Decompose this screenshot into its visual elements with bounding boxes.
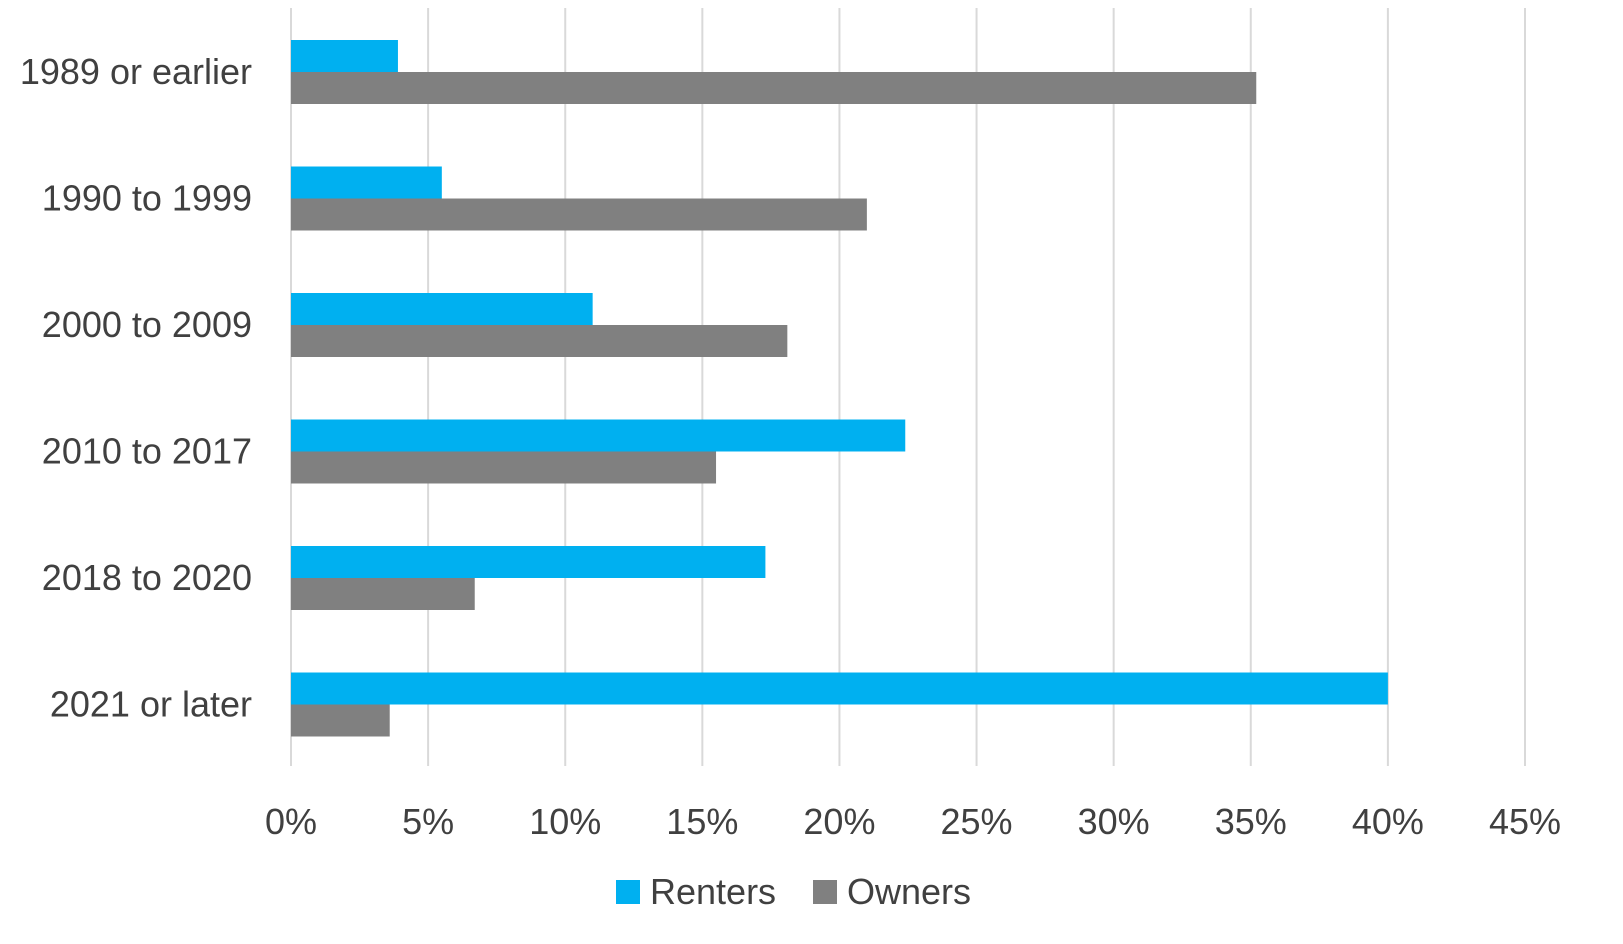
category-axis-labels: 1989 or earlier 1990 to 1999 2000 to 2009 2… bbox=[20, 51, 252, 725]
x-tick-label: 45% bbox=[1489, 801, 1561, 842]
x-tick-label: 20% bbox=[803, 801, 875, 842]
x-tick-label: 40% bbox=[1352, 801, 1424, 842]
gridlines bbox=[290, 8, 1526, 766]
legend: Renters Owners bbox=[616, 871, 971, 912]
x-tick-label: 5% bbox=[402, 801, 454, 842]
x-tick-label: 30% bbox=[1078, 801, 1150, 842]
owners-bar bbox=[291, 198, 867, 231]
category-label: 2010 to 2017 bbox=[42, 431, 252, 472]
renters-legend-swatch bbox=[616, 880, 640, 904]
legend-label: Renters bbox=[650, 871, 776, 912]
category-label: 1989 or earlier bbox=[20, 51, 252, 92]
owners-bar bbox=[291, 325, 788, 357]
value-axis-labels: 0% 5% 10% 15% 20% 25% 30% 35% 40% 45% bbox=[265, 801, 1561, 842]
renters-bar bbox=[291, 672, 1388, 705]
owners-bar bbox=[291, 578, 475, 610]
bars bbox=[291, 40, 1388, 737]
x-tick-label: 0% bbox=[265, 801, 317, 842]
category-label: 2000 to 2009 bbox=[42, 304, 252, 345]
category-label: 2018 to 2020 bbox=[42, 557, 252, 598]
category-label: 1990 to 1999 bbox=[42, 178, 252, 219]
x-tick-label: 15% bbox=[666, 801, 738, 842]
x-tick-label: 35% bbox=[1215, 801, 1287, 842]
x-tick-label: 10% bbox=[529, 801, 601, 842]
renters-bar bbox=[291, 166, 442, 199]
renters-bar bbox=[291, 419, 906, 452]
renters-bar bbox=[291, 293, 593, 325]
legend-label: Owners bbox=[847, 871, 971, 912]
category-label: 2021 or later bbox=[50, 684, 252, 725]
x-tick-label: 25% bbox=[941, 801, 1013, 842]
renters-bar bbox=[291, 546, 766, 578]
renters-bar bbox=[291, 40, 398, 72]
owners-bar bbox=[291, 451, 717, 484]
owners-legend-swatch bbox=[813, 880, 837, 904]
owners-bar bbox=[291, 72, 1257, 104]
owners-bar bbox=[291, 704, 390, 737]
